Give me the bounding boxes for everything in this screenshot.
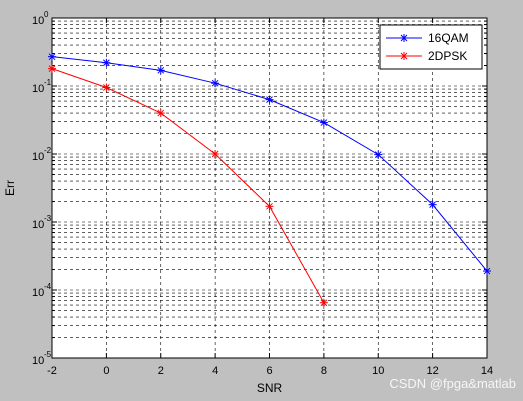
legend: 16QAM 2DPSK bbox=[379, 24, 483, 70]
y-tick-label: 10-5 bbox=[32, 350, 52, 367]
data-point-16qam bbox=[211, 79, 220, 88]
y-tick-label: 10-4 bbox=[32, 282, 52, 299]
data-point-2dpsk bbox=[48, 64, 56, 73]
data-point-16qam bbox=[156, 66, 165, 75]
y-tick-label: 100 bbox=[32, 10, 49, 27]
y-tick-label-base: 10 bbox=[32, 15, 44, 27]
y-tick-label-exponent: 0 bbox=[44, 10, 49, 19]
y-tick-label: 10-3 bbox=[32, 214, 52, 231]
data-point-16qam bbox=[319, 118, 328, 127]
x-tick-label: 2 bbox=[158, 365, 164, 377]
data-point-16qam bbox=[374, 150, 383, 159]
data-point-2dpsk bbox=[265, 202, 274, 211]
legend-box bbox=[379, 24, 483, 70]
data-point-16qam bbox=[428, 200, 437, 209]
y-tick-label-base: 10 bbox=[32, 287, 44, 299]
legend-marker bbox=[400, 52, 408, 60]
y-axis-label: Err bbox=[3, 180, 17, 196]
y-tick-label-exponent: -2 bbox=[44, 146, 52, 155]
x-tick-label: 6 bbox=[266, 365, 272, 377]
x-tick-label: -2 bbox=[47, 365, 57, 377]
x-tick-label: 4 bbox=[212, 365, 218, 377]
y-tick-label-base: 10 bbox=[32, 151, 44, 163]
y-tick-label-base: 10 bbox=[32, 355, 44, 367]
legend-entry-16qam: 16QAM bbox=[386, 31, 469, 45]
y-tick-label: 10-1 bbox=[32, 78, 52, 95]
y-tick-label-base: 10 bbox=[32, 219, 44, 231]
x-tick-label: 10 bbox=[372, 365, 384, 377]
data-point-16qam bbox=[48, 52, 56, 61]
y-tick-label-exponent: -5 bbox=[44, 350, 52, 359]
watermark: CSDN @fpga&matlab bbox=[389, 376, 516, 391]
x-tick-label: 8 bbox=[321, 365, 327, 377]
x-tick-label: 0 bbox=[103, 365, 109, 377]
data-point-16qam bbox=[265, 95, 274, 104]
data-point-2dpsk bbox=[211, 150, 220, 158]
legend-label: 2DPSK bbox=[428, 49, 467, 63]
y-tick-label-exponent: -1 bbox=[44, 78, 52, 87]
legend-label: 16QAM bbox=[428, 31, 469, 45]
legend-entry-2dpsk: 2DPSK bbox=[386, 49, 467, 63]
x-axis-label: SNR bbox=[257, 381, 283, 395]
data-point-2dpsk bbox=[319, 298, 328, 307]
y-tick-label-exponent: -3 bbox=[44, 214, 52, 223]
x-tick-label: 12 bbox=[427, 365, 439, 377]
data-point-16qam bbox=[102, 58, 111, 67]
series-lines bbox=[48, 52, 491, 307]
data-point-2dpsk bbox=[156, 109, 165, 118]
data-point-16qam bbox=[483, 267, 491, 276]
legend-marker bbox=[400, 34, 408, 42]
y-tick-label-base: 10 bbox=[32, 83, 44, 95]
series-line-2dpsk bbox=[51, 68, 325, 303]
y-tick-label-exponent: -4 bbox=[44, 282, 52, 291]
data-point-2dpsk bbox=[102, 83, 111, 92]
y-tick-label: 10-2 bbox=[32, 146, 52, 163]
x-tick-label: 14 bbox=[481, 365, 493, 377]
grid bbox=[52, 18, 487, 358]
